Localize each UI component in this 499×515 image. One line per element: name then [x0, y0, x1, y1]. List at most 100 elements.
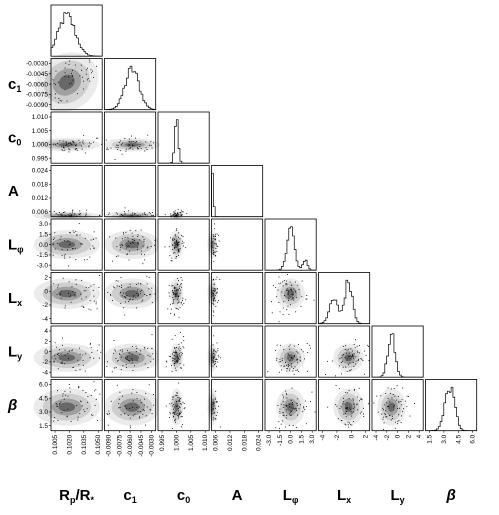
- sample-point: [291, 357, 293, 359]
- x-tick-label-Lx: 0: [348, 434, 355, 438]
- sample-point: [146, 406, 148, 408]
- sample-point: [363, 413, 364, 415]
- x-axis-label-Ly: Ly: [391, 487, 405, 505]
- density-level-1: [280, 282, 302, 305]
- sample-point: [89, 80, 91, 82]
- sample-point: [286, 409, 288, 411]
- sample-point: [394, 421, 396, 423]
- sample-point: [342, 366, 344, 368]
- sample-point: [83, 306, 84, 308]
- sample-point: [279, 358, 281, 360]
- sample-point: [282, 415, 284, 416]
- sample-point: [174, 358, 176, 360]
- sample-point: [125, 231, 127, 233]
- sample-point: [401, 399, 403, 401]
- sample-point: [153, 404, 155, 406]
- sample-point: [343, 397, 344, 399]
- sample-point: [354, 389, 355, 391]
- sample-point: [73, 232, 75, 234]
- sample-point: [276, 358, 278, 359]
- sample-point: [175, 246, 177, 248]
- sample-point: [180, 403, 182, 405]
- sample-point: [99, 357, 100, 359]
- sample-point: [92, 141, 94, 143]
- sample-point: [177, 236, 179, 238]
- sample-point: [88, 287, 90, 289]
- sample-point: [271, 301, 272, 303]
- sample-point: [147, 246, 149, 248]
- sample-point: [212, 349, 214, 351]
- sample-point: [85, 296, 87, 298]
- sample-point: [169, 295, 171, 297]
- sample-point: [110, 295, 112, 297]
- sample-point: [400, 422, 402, 423]
- sample-point: [172, 240, 174, 242]
- sample-point: [290, 406, 292, 408]
- sample-point: [83, 143, 85, 145]
- sample-point: [307, 352, 309, 354]
- sample-point: [214, 290, 216, 292]
- sample-point: [58, 355, 60, 356]
- sample-point: [174, 287, 175, 289]
- sample-point: [174, 212, 176, 214]
- sample-point: [81, 69, 82, 71]
- sample-point: [119, 140, 121, 142]
- sample-point: [107, 424, 109, 426]
- sample-point: [172, 244, 174, 246]
- sample-point: [306, 295, 308, 296]
- sample-point: [172, 214, 174, 216]
- sample-point: [216, 288, 218, 290]
- sample-point: [344, 349, 346, 350]
- sample-point: [303, 407, 305, 409]
- sample-point: [134, 213, 136, 214]
- sample-point: [359, 412, 361, 414]
- sample-point: [212, 234, 214, 236]
- sample-point: [363, 416, 365, 418]
- sample-point: [180, 416, 182, 418]
- sample-point: [214, 223, 216, 225]
- sample-point: [212, 399, 214, 401]
- density-frame-c1-A: [104, 165, 157, 218]
- sample-point: [69, 243, 71, 245]
- sample-point: [300, 349, 302, 351]
- sample-point: [293, 373, 295, 375]
- sample-point: [58, 403, 60, 405]
- sample-point: [402, 387, 404, 389]
- sample-point: [113, 367, 115, 369]
- sample-point: [127, 349, 129, 351]
- sample-point: [64, 354, 66, 356]
- sample-point: [137, 215, 139, 217]
- sample-point: [180, 367, 182, 368]
- sample-point: [398, 414, 400, 416]
- density-panel-Lx-Ly: [318, 325, 371, 378]
- sample-point: [182, 401, 184, 403]
- y-tick-label-Lx: 2: [44, 275, 48, 282]
- sample-point: [389, 392, 391, 394]
- sample-point: [171, 338, 173, 340]
- sample-point: [175, 413, 177, 415]
- sample-point: [385, 393, 387, 394]
- sample-point: [279, 311, 281, 313]
- sample-point: [125, 301, 126, 303]
- sample-point: [128, 143, 130, 145]
- density-level-2: [341, 398, 356, 416]
- sample-point: [282, 307, 284, 309]
- sample-point: [89, 61, 91, 63]
- hist-frame-c0: [157, 111, 210, 164]
- sample-point: [173, 293, 175, 295]
- sample-point: [75, 292, 76, 294]
- sample-point: [215, 415, 217, 416]
- sample-point: [185, 299, 187, 301]
- sample-point: [213, 290, 215, 292]
- sample-point: [54, 97, 56, 99]
- sample-point: [122, 215, 124, 217]
- sample-point: [173, 355, 175, 356]
- sample-point: [172, 285, 174, 287]
- sample-point: [70, 143, 72, 145]
- density-panel-c1-A: [103, 165, 161, 221]
- sample-point: [214, 349, 216, 351]
- sample-point: [346, 407, 348, 409]
- sample-point: [174, 419, 176, 421]
- sample-point: [174, 412, 175, 414]
- sample-point: [122, 395, 123, 397]
